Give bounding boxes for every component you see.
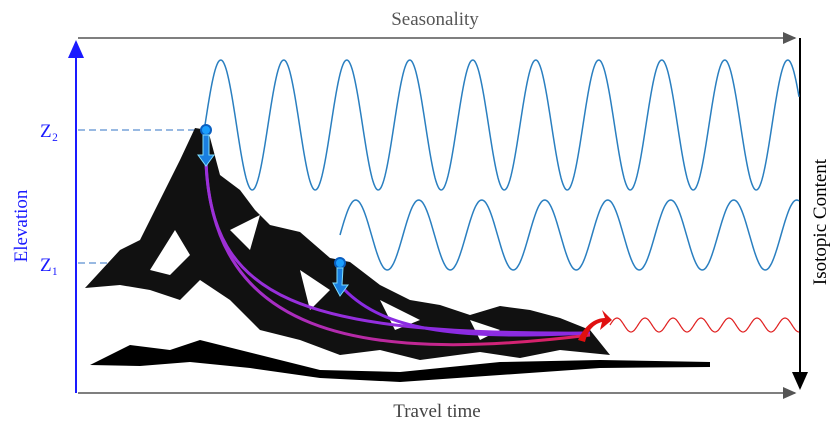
y2-label: Isotopic Content [810,158,831,285]
mountain [85,128,710,382]
wave [339,199,800,271]
drop-marker [197,124,349,297]
level-label: Z₁ [40,255,58,276]
outlet-arrow [578,310,612,342]
level-label: Z₂ [40,121,58,142]
wave [204,59,800,191]
flow-path [338,284,591,337]
flow-path [204,164,591,347]
x-label: Travel time [393,401,480,421]
y-label: Elevation [11,189,32,262]
wave [609,317,800,333]
title: Seasonality [391,9,479,30]
